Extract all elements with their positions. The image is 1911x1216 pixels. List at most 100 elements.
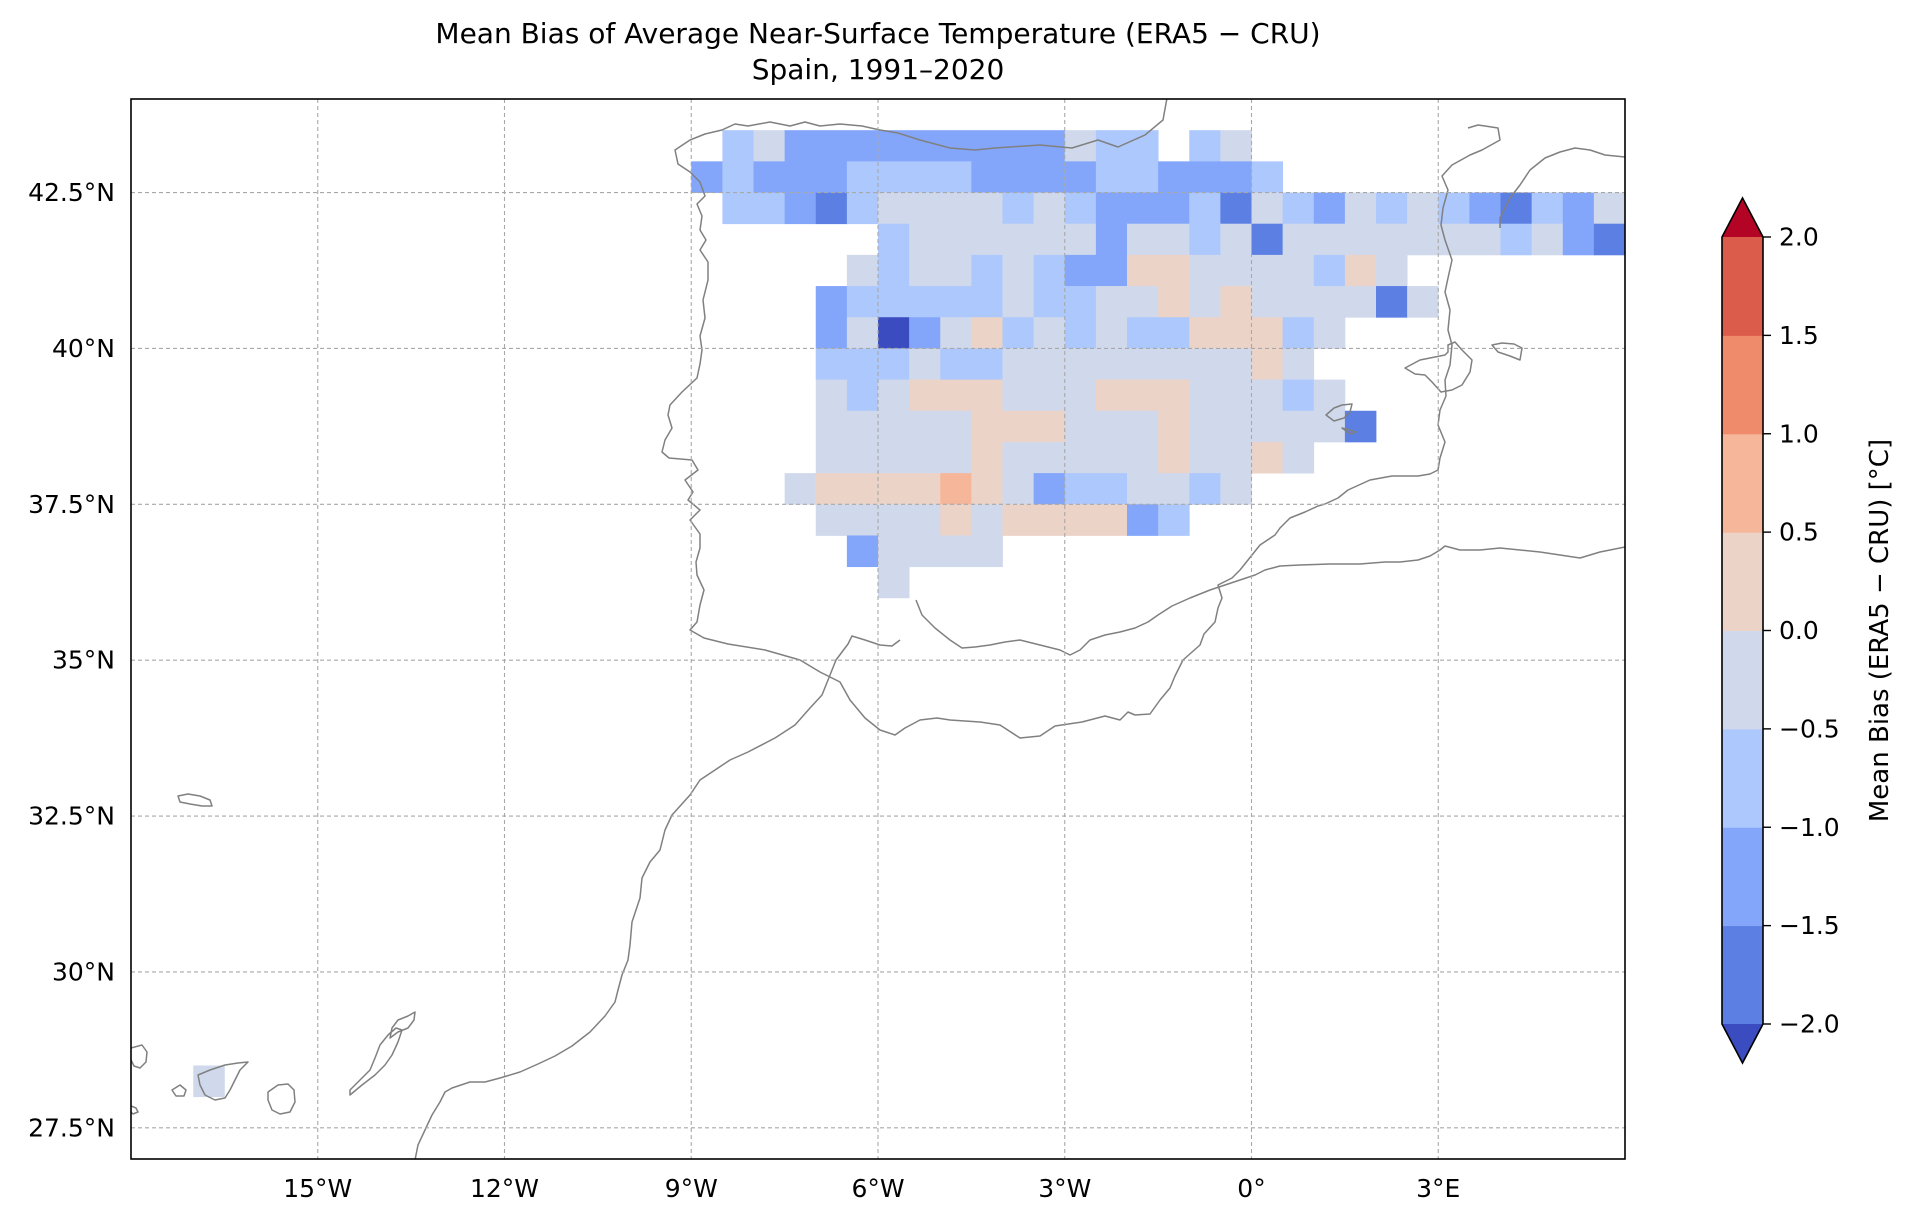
bias-cell [1314, 193, 1346, 225]
bias-cell [1283, 317, 1315, 349]
lat-tick-label: 42.5°N [28, 178, 115, 207]
colorbar-segment [1722, 335, 1763, 434]
bias-cell [1407, 286, 1439, 318]
lon-tick-label: 3°E [1416, 1174, 1460, 1203]
bias-cell [971, 161, 1003, 193]
bias-cell [909, 535, 941, 567]
bias-cell [1252, 442, 1284, 474]
bias-cell [909, 317, 941, 349]
bias-cell [1283, 286, 1315, 318]
bias-cell [1096, 286, 1128, 318]
bias-cell [1158, 255, 1190, 287]
colorbar-tick-label: 1.5 [1779, 321, 1819, 350]
bias-cell [816, 504, 848, 536]
bias-cell [1127, 161, 1159, 193]
bias-cell [878, 473, 910, 505]
bias-cell [1314, 317, 1346, 349]
bias-cell [1189, 442, 1221, 474]
bias-cell [1220, 255, 1252, 287]
colorbar-tick-label: −1.5 [1779, 911, 1840, 940]
bias-cell [878, 442, 910, 474]
bias-cell [1003, 317, 1035, 349]
bias-cell [816, 380, 848, 412]
bias-cell [1158, 348, 1190, 380]
bias-cell [1314, 224, 1346, 256]
bias-cell [1345, 193, 1377, 225]
bias-cell [1034, 411, 1066, 443]
bias-cell [1034, 504, 1066, 536]
bias-cell [816, 161, 848, 193]
bias-cell [847, 255, 879, 287]
bias-cell [878, 286, 910, 318]
bias-cell [909, 193, 941, 225]
bias-cell [1407, 224, 1439, 256]
bias-cell [1034, 348, 1066, 380]
bias-cell [1469, 193, 1501, 225]
bias-cell [940, 224, 972, 256]
bias-cell [1345, 224, 1377, 256]
bias-cell [1065, 504, 1097, 536]
bias-cell [1189, 317, 1221, 349]
bias-cell [971, 411, 1003, 443]
bias-cell [1003, 411, 1035, 443]
bias-cell [1625, 224, 1657, 256]
bias-cell [847, 130, 879, 162]
bias-cell [940, 504, 972, 536]
bias-cell [1065, 380, 1097, 412]
bias-cell [847, 380, 879, 412]
lat-tick-label: 37.5°N [28, 490, 115, 519]
latitude-axis: 27.5°N30°N32.5°N35°N37.5°N40°N42.5°N [28, 178, 115, 1142]
bias-cell [1532, 193, 1564, 225]
bias-cell [1096, 224, 1128, 256]
bias-cell [878, 504, 910, 536]
bias-cell [1034, 255, 1066, 287]
bias-cell [909, 224, 941, 256]
bias-cell [1220, 224, 1252, 256]
bias-cell [1283, 380, 1315, 412]
bias-cell [1563, 224, 1595, 256]
bias-cell [971, 380, 1003, 412]
bias-cell [878, 535, 910, 567]
bias-cell [1220, 411, 1252, 443]
bias-cell [816, 286, 848, 318]
bias-cell [1003, 504, 1035, 536]
bias-cell [940, 286, 972, 318]
bias-cell [1065, 286, 1097, 318]
bias-cell [1220, 193, 1252, 225]
bias-cell [1127, 317, 1159, 349]
bias-cell [1345, 411, 1377, 443]
bias-cell [1376, 193, 1408, 225]
bias-cell [1003, 380, 1035, 412]
colorbar-tick-label: 0.5 [1779, 518, 1819, 547]
bias-cell [1096, 130, 1128, 162]
colorbar-extend-low [1722, 1024, 1763, 1063]
bias-cell [1252, 161, 1284, 193]
bias-cell [1438, 224, 1470, 256]
bias-cell [1003, 224, 1035, 256]
bias-cell [909, 411, 941, 443]
bias-cell [785, 130, 817, 162]
bias-cell [1065, 348, 1097, 380]
bias-cell [940, 442, 972, 474]
bias-cell [1127, 286, 1159, 318]
bias-cell [1065, 224, 1097, 256]
colorbar-ticks: −2.0 −1.5 −1.0 −0.5 0.0 0.5 1.0 1.5 2.0 [1763, 223, 1840, 1039]
bias-cell [1158, 442, 1190, 474]
bias-cell [847, 193, 879, 225]
bias-cell [1656, 224, 1688, 256]
bias-cell [1189, 473, 1221, 505]
bias-cell [971, 255, 1003, 287]
colorbar-segment [1722, 434, 1763, 533]
bias-cell [940, 380, 972, 412]
bias-cell [940, 193, 972, 225]
bias-cell [816, 411, 848, 443]
bias-cell [1189, 193, 1221, 225]
lat-tick-label: 35°N [52, 646, 115, 675]
bias-cell [971, 286, 1003, 318]
bias-cell [909, 130, 941, 162]
bias-cell [1625, 193, 1657, 225]
bias-cell [1003, 255, 1035, 287]
bias-cell [1283, 348, 1315, 380]
bias-cell [971, 442, 1003, 474]
bias-cell [1189, 380, 1221, 412]
